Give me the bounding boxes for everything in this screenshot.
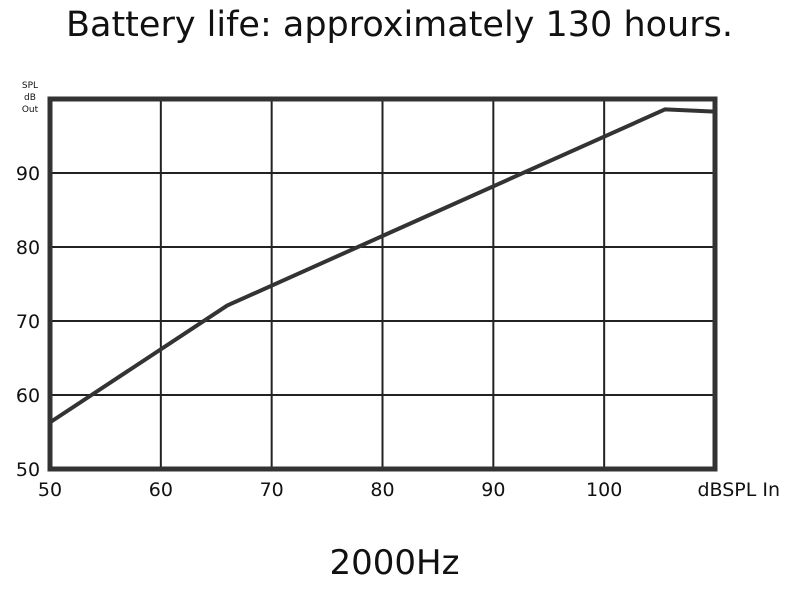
axis-labels: 50 60 70 80 90 100 50 60 70 80 90 dBSPL In SPL dB Out [16, 81, 780, 501]
y-tick-label: 90 [16, 163, 40, 185]
y-axis-label-line: dB [24, 93, 36, 103]
page-title: Battery life: approximately 130 hours. [66, 5, 733, 45]
grid-layer [50, 99, 715, 469]
x-tick-label: 90 [481, 479, 505, 501]
y-tick-label: 70 [16, 311, 40, 333]
x-tick-label: 70 [260, 479, 284, 501]
y-axis-label-line: SPL [22, 81, 38, 91]
y-tick-label: 60 [16, 385, 40, 407]
x-tick-label: 80 [370, 479, 394, 501]
series-layer [48, 107, 716, 425]
frequency-label: 2000Hz [329, 543, 460, 583]
y-tick-label: 80 [16, 237, 40, 259]
x-tick-label: 100 [586, 479, 622, 501]
x-tick-label: 50 [38, 479, 62, 501]
x-axis-label: dBSPL In [697, 479, 780, 501]
plot-frame [47, 96, 718, 472]
y-axis-label-line: Out [22, 105, 39, 115]
x-tick-label: 60 [149, 479, 173, 501]
io-curve-line [48, 107, 716, 425]
y-tick-label: 50 [16, 459, 40, 481]
